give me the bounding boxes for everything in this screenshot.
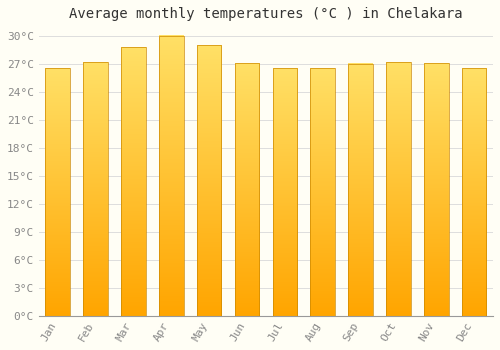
Bar [386,62,410,316]
Bar [159,36,184,316]
Bar [121,47,146,316]
Bar [234,63,260,316]
Bar [272,68,297,316]
Bar [348,64,373,316]
Bar [424,63,448,316]
Bar [462,68,486,316]
Bar [46,68,70,316]
Bar [84,62,108,316]
Bar [310,68,335,316]
Title: Average monthly temperatures (°C ) in Chelakara: Average monthly temperatures (°C ) in Ch… [69,7,462,21]
Bar [197,45,222,316]
